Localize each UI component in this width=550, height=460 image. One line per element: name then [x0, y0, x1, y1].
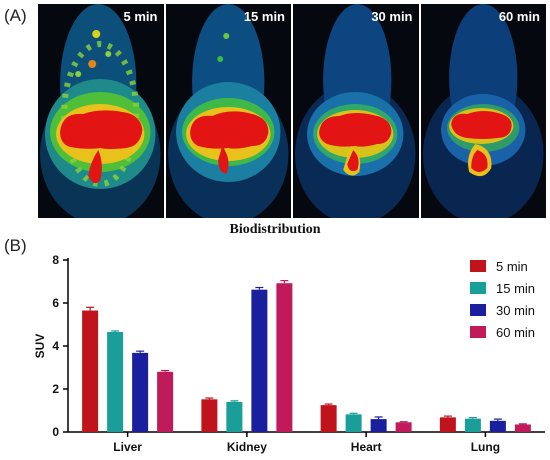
x-tick-label: Kidney	[227, 440, 267, 454]
bar-kidney-5min	[201, 399, 218, 432]
scan-time-label: 5 min	[123, 9, 158, 24]
legend-swatch	[470, 326, 486, 338]
y-tick-label: 4	[52, 339, 59, 353]
bar-liver-60min	[157, 371, 174, 432]
x-tick-label: Lung	[471, 440, 500, 454]
pet-scan-row: 5 min 15 min 30 min	[38, 4, 546, 218]
y-tick-label: 0	[52, 425, 59, 439]
x-tick-label: Heart	[351, 440, 382, 454]
scan-time-label: 15 min	[243, 9, 285, 24]
pet-scan-image-60min: 60 min	[420, 4, 546, 218]
chart-title: Biodistribution	[229, 222, 321, 237]
bar-heart-60min	[395, 422, 412, 432]
pet-scan-image-30min: 30 min	[293, 4, 419, 218]
scan-time-label: 30 min	[371, 9, 413, 24]
bar-heart-30min	[370, 419, 387, 432]
bar-lung-15min	[464, 418, 481, 432]
y-tick-label: 6	[52, 296, 59, 310]
scan-time-label: 60 min	[498, 9, 540, 24]
bar-liver-5min	[82, 310, 99, 432]
legend-label: 60 min	[496, 325, 535, 340]
panel-label-a: (A)	[4, 6, 27, 25]
pet-scan-image-15min: 15 min	[165, 4, 291, 218]
biodistribution-bar-chart: 0 2 4 6 8 SUV Liver Kidney Heart Lung 5 min 15 min 3…	[33, 253, 545, 454]
legend-label: 15 min	[496, 281, 535, 296]
y-tick-label: 2	[52, 382, 59, 396]
bar-heart-15min	[345, 414, 362, 432]
legend-label: 30 min	[496, 303, 535, 318]
pet-scan-image-5min: 5 min	[38, 4, 164, 218]
legend-swatch	[470, 304, 486, 316]
legend-label: 5 min	[496, 259, 528, 274]
y-axis-label: SUV	[33, 334, 47, 359]
legend-swatch	[470, 260, 486, 272]
bar-kidney-30min	[251, 289, 268, 432]
legend-swatch	[470, 282, 486, 294]
bar-liver-30min	[132, 352, 149, 432]
y-tick-label: 8	[52, 253, 59, 267]
bar-lung-5min	[439, 417, 456, 432]
bar-lung-60min	[514, 424, 531, 432]
bar-kidney-60min	[276, 283, 293, 432]
bar-liver-15min	[107, 332, 124, 432]
panel-label-b: (B)	[4, 236, 27, 255]
bar-kidney-15min	[226, 401, 243, 432]
x-tick-label: Liver	[113, 440, 142, 454]
bar-lung-30min	[489, 420, 506, 432]
bar-heart-5min	[320, 405, 337, 432]
